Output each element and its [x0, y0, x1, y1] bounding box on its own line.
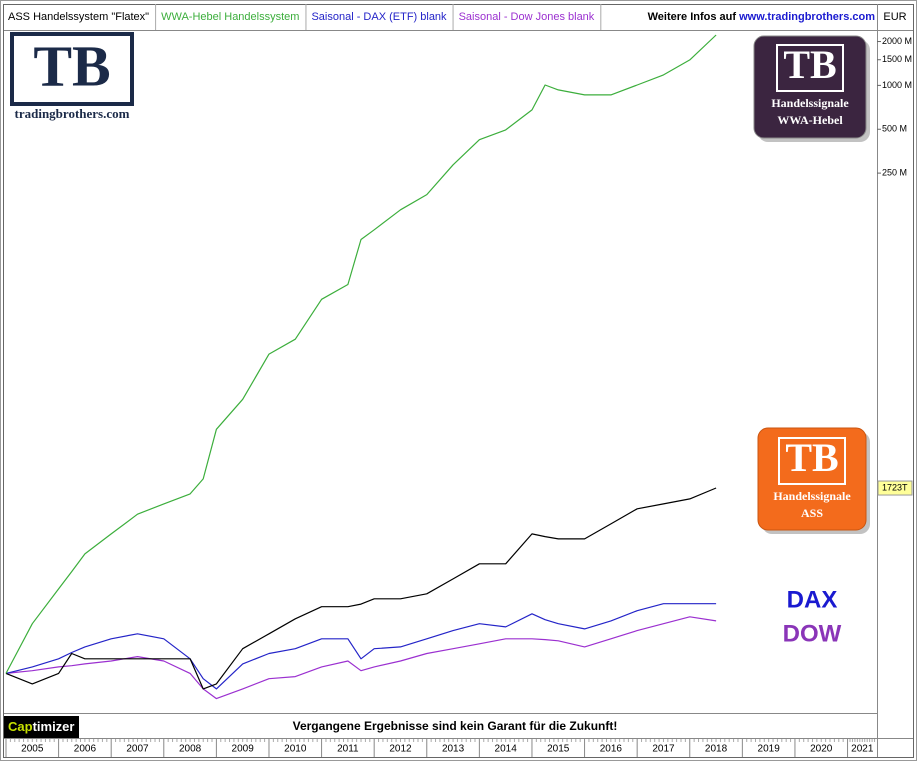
watermark: Captimizer — [8, 719, 74, 734]
plot-area: 2000 M 1500 M 1000 M 500 M 250 M 2005 2006 2007… — [5, 34, 913, 757]
badge-ass[interactable]: TB Handelssignale ASS — [757, 427, 870, 534]
watermark-b: timizer — [33, 719, 75, 734]
disclaimer: Vergangene Ergebnisse sind kein Garant f… — [293, 719, 618, 733]
x-tick-label: 2006 — [74, 744, 97, 755]
badge-mark: TB — [785, 435, 838, 480]
y-unit: EUR — [883, 11, 906, 23]
x-tick-label: 2014 — [495, 744, 518, 755]
info-text: Weitere Infos auf www.tradingbrothers.co… — [648, 11, 876, 23]
x-tick-label: 2016 — [600, 744, 623, 755]
logo-box — [10, 32, 134, 106]
x-tick-label: 2021 — [851, 744, 874, 755]
series-line — [5, 34, 717, 674]
x-tick-label: 2020 — [810, 744, 833, 755]
badge-wwa[interactable]: TB Handelssignale WWA-Hebel — [753, 35, 870, 142]
current-value-label: 1723T — [882, 482, 908, 492]
x-tick-label: 2005 — [21, 744, 44, 755]
x-tick-label: 2007 — [126, 744, 149, 755]
legend-entry: ASS Handelssystem "Flatex" — [8, 11, 149, 23]
badge-box — [753, 35, 867, 139]
x-tick-label: 2017 — [652, 744, 675, 755]
badge-line: Handelssignale — [771, 96, 849, 110]
logo-site: tradingbrothers.com — [15, 106, 130, 121]
badge-line: Handelssignale — [773, 489, 851, 503]
badge-mark-box — [778, 437, 846, 485]
badge-box — [757, 427, 867, 531]
watermark-a: Cap — [8, 719, 33, 734]
badge-line: WWA-Hebel — [777, 113, 843, 127]
y-tick-label: 500 M — [882, 124, 907, 134]
y-tick-label: 250 M — [882, 167, 907, 177]
x-tick-label: 2012 — [389, 744, 412, 755]
badge-mark-box — [776, 44, 844, 92]
current-value-tag — [877, 480, 913, 496]
legend: ASS Handelssystem "Flatex" WWA-Hebel Hand… — [8, 4, 602, 30]
series-line — [5, 603, 717, 690]
x-tick-label: 2018 — [705, 744, 728, 755]
x-tick-label: 2010 — [284, 744, 307, 755]
dax-label: DAX — [787, 586, 838, 613]
y-tick-label: 2000 M — [882, 36, 912, 46]
legend-entry: WWA-Hebel Handelssystem — [161, 11, 299, 23]
logo: TB tradingbrothers.com — [10, 32, 134, 121]
info-prefix: Weitere Infos auf — [648, 11, 737, 23]
x-tick-label: 2015 — [547, 744, 570, 755]
inner-frame — [3, 4, 914, 758]
y-tick-label: 1500 M — [882, 54, 912, 64]
series-line — [5, 616, 717, 700]
y-tick-label: 1000 M — [882, 80, 912, 90]
x-tick-label: 2009 — [232, 744, 255, 755]
x-tick-label: 2008 — [179, 744, 202, 755]
logo-mark: TB — [33, 33, 110, 98]
x-tick-label: 2019 — [758, 744, 781, 755]
x-tick-label: 2013 — [442, 744, 465, 755]
series-line — [5, 487, 717, 690]
x-tick-label: 2011 — [337, 744, 359, 755]
badge-mark: TB — [783, 42, 836, 87]
legend-entry: Saisonal - DAX (ETF) blank — [311, 11, 447, 23]
info-link[interactable]: www.tradingbrothers.com — [738, 11, 875, 23]
dow-label: DOW — [783, 620, 842, 647]
legend-entry: Saisonal - Dow Jones blank — [459, 11, 595, 23]
watermark-box — [4, 716, 79, 738]
badge-line: ASS — [801, 506, 823, 520]
